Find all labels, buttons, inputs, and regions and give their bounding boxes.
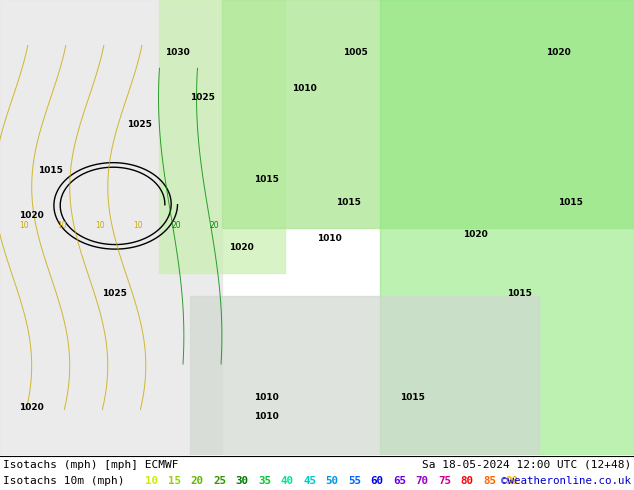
Text: 1010: 1010: [254, 412, 279, 420]
Text: 50: 50: [325, 476, 339, 486]
Text: 1015: 1015: [558, 198, 583, 207]
Text: 90: 90: [505, 476, 519, 486]
Text: 1030: 1030: [165, 48, 190, 57]
Bar: [222, 0, 634, 227]
Text: 1025: 1025: [101, 289, 127, 298]
Text: 10: 10: [95, 220, 105, 229]
Text: 85: 85: [483, 476, 496, 486]
Text: 1010: 1010: [254, 393, 279, 402]
Text: 75: 75: [438, 476, 451, 486]
Text: 10: 10: [57, 220, 67, 229]
Text: 1020: 1020: [463, 230, 488, 239]
Text: 1015: 1015: [336, 198, 361, 207]
Text: 70: 70: [415, 476, 429, 486]
Text: 65: 65: [393, 476, 406, 486]
Text: 1025: 1025: [190, 93, 216, 102]
Bar: [190, 296, 539, 455]
Text: 1005: 1005: [342, 48, 368, 57]
Text: 10: 10: [145, 476, 158, 486]
Text: 1015: 1015: [507, 289, 533, 298]
Bar: [158, 0, 285, 273]
Text: 1020: 1020: [228, 243, 254, 252]
Text: Sa 18-05-2024 12:00 UTC (12+48): Sa 18-05-2024 12:00 UTC (12+48): [422, 460, 631, 470]
Bar: [380, 0, 634, 455]
Text: 1015: 1015: [254, 175, 279, 184]
Text: Isotachs (mph) [mph] ECMWF: Isotachs (mph) [mph] ECMWF: [3, 460, 179, 470]
Text: 1010: 1010: [292, 84, 317, 93]
Text: Isotachs 10m (mph): Isotachs 10m (mph): [3, 476, 124, 486]
Text: 10: 10: [133, 220, 143, 229]
Text: 35: 35: [258, 476, 271, 486]
Text: 1025: 1025: [127, 121, 152, 129]
Text: 20: 20: [171, 220, 181, 229]
Text: 20: 20: [190, 476, 204, 486]
Text: 45: 45: [303, 476, 316, 486]
Text: 40: 40: [280, 476, 294, 486]
Text: 1020: 1020: [19, 402, 44, 412]
Text: ©weatheronline.co.uk: ©weatheronline.co.uk: [501, 476, 631, 486]
Text: 30: 30: [235, 476, 249, 486]
Text: 55: 55: [348, 476, 361, 486]
Text: 1015: 1015: [399, 393, 425, 402]
Text: 1010: 1010: [317, 234, 342, 243]
Text: 1020: 1020: [545, 48, 571, 57]
Text: 15: 15: [168, 476, 181, 486]
Text: 20: 20: [209, 220, 219, 229]
Text: 80: 80: [460, 476, 474, 486]
Text: 10: 10: [19, 220, 29, 229]
Text: 60: 60: [370, 476, 384, 486]
Bar: [0, 0, 222, 455]
Text: 25: 25: [213, 476, 226, 486]
Text: 1015: 1015: [38, 166, 63, 175]
Text: 1020: 1020: [19, 211, 44, 220]
